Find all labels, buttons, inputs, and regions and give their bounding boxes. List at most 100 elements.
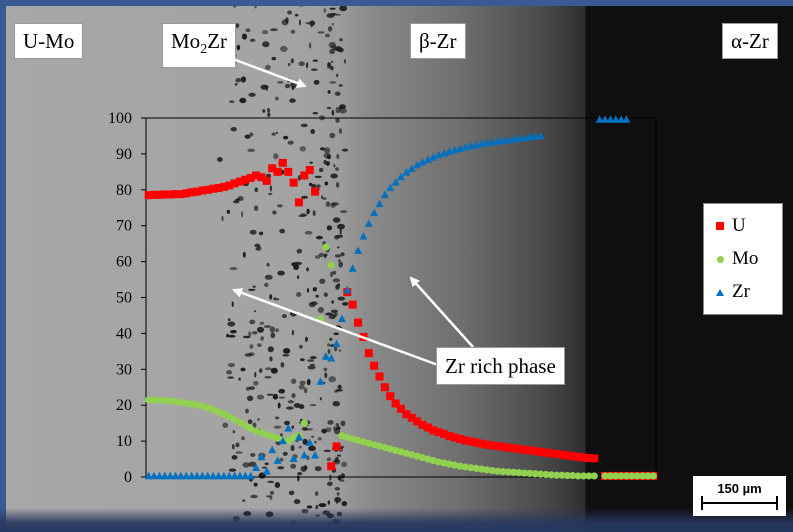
data-point-u xyxy=(262,176,271,185)
data-point-u xyxy=(439,429,448,438)
data-point-u xyxy=(574,452,583,461)
speckle xyxy=(314,255,321,259)
data-point-zr xyxy=(160,471,169,480)
data-point-mo xyxy=(515,469,523,477)
speckle xyxy=(299,146,306,152)
data-point-mo xyxy=(553,471,561,479)
speckle xyxy=(248,461,257,467)
data-point-u xyxy=(466,437,475,446)
data-point-u xyxy=(531,447,540,456)
speckle xyxy=(303,387,308,394)
data-point-mo xyxy=(574,472,582,480)
data-point-u xyxy=(541,448,550,457)
speckle xyxy=(324,181,329,186)
data-point-mo xyxy=(483,466,491,474)
speckle xyxy=(269,28,278,32)
data-point-u xyxy=(289,178,298,187)
data-point-u xyxy=(273,167,282,176)
data-point-u xyxy=(482,440,491,449)
speckle xyxy=(248,386,255,390)
data-point-mo xyxy=(510,468,518,476)
speckle xyxy=(249,344,254,349)
speckle xyxy=(239,97,247,104)
speckle xyxy=(290,463,297,469)
speckle xyxy=(331,300,334,304)
speckle xyxy=(249,319,256,325)
y-tick-label: 70 xyxy=(116,218,132,235)
data-point-mo xyxy=(451,461,459,469)
speckle xyxy=(327,500,330,505)
speckle xyxy=(284,420,290,426)
speckle xyxy=(253,310,257,313)
speckle xyxy=(263,325,272,328)
data-point-mo xyxy=(494,467,502,475)
speckle xyxy=(312,210,316,217)
data-point-mo xyxy=(526,469,534,478)
speckle xyxy=(326,106,332,110)
speckle xyxy=(328,376,337,383)
data-point-u xyxy=(590,454,599,463)
data-point-u xyxy=(354,318,363,327)
data-point-zr xyxy=(375,199,384,208)
speckle xyxy=(278,388,286,394)
legend-label-mo: Mo xyxy=(732,248,759,269)
speckle xyxy=(337,475,342,481)
data-point-u xyxy=(423,423,432,432)
speckle xyxy=(335,389,343,392)
speckle xyxy=(281,19,289,26)
data-point-zr xyxy=(348,264,357,272)
speckle xyxy=(327,348,331,355)
speckle xyxy=(287,62,291,67)
speckle xyxy=(335,117,340,123)
speckle xyxy=(322,197,327,200)
speckle xyxy=(339,38,343,42)
data-point-zr xyxy=(300,450,309,459)
speckle xyxy=(277,270,285,276)
data-point-mo xyxy=(649,472,657,480)
legend-item-zr: Zr xyxy=(712,280,750,304)
speckle xyxy=(336,234,344,238)
data-point-u xyxy=(520,445,529,454)
speckle xyxy=(333,312,339,316)
legend: U Mo Zr xyxy=(703,203,783,315)
data-point-mo xyxy=(188,400,196,408)
speckle xyxy=(255,247,259,251)
speckle xyxy=(227,376,235,379)
speckle xyxy=(336,153,340,159)
speckle xyxy=(287,140,294,145)
speckle xyxy=(252,331,258,335)
speckle xyxy=(266,495,272,498)
speckle xyxy=(234,82,238,86)
speckle xyxy=(318,252,325,258)
speckle xyxy=(233,200,240,204)
data-point-u xyxy=(547,449,556,458)
speckle xyxy=(306,267,309,272)
speckle xyxy=(323,381,326,384)
data-point-u xyxy=(380,383,389,392)
data-point-u xyxy=(198,186,207,195)
data-point-zr xyxy=(289,454,298,463)
speckle xyxy=(258,368,263,374)
data-point-mo xyxy=(155,396,164,404)
speckle xyxy=(297,472,303,476)
speckle xyxy=(337,259,341,262)
speckle xyxy=(277,81,284,84)
data-point-mo xyxy=(247,424,255,433)
speckle xyxy=(325,161,330,166)
speckle xyxy=(300,123,308,128)
data-point-mo xyxy=(558,471,566,479)
data-point-u xyxy=(375,372,384,381)
data-point-zr xyxy=(418,158,427,166)
speckle xyxy=(279,457,284,462)
speckle xyxy=(336,73,339,77)
speckle xyxy=(290,445,295,452)
speckle xyxy=(264,282,269,287)
speckle xyxy=(264,375,272,379)
y-tick-label: 40 xyxy=(116,325,132,342)
data-point-u xyxy=(225,181,234,190)
speckle xyxy=(300,358,305,362)
data-point-u xyxy=(305,166,314,175)
speckle xyxy=(275,328,279,333)
speckle xyxy=(335,106,341,114)
speckle xyxy=(333,332,340,336)
